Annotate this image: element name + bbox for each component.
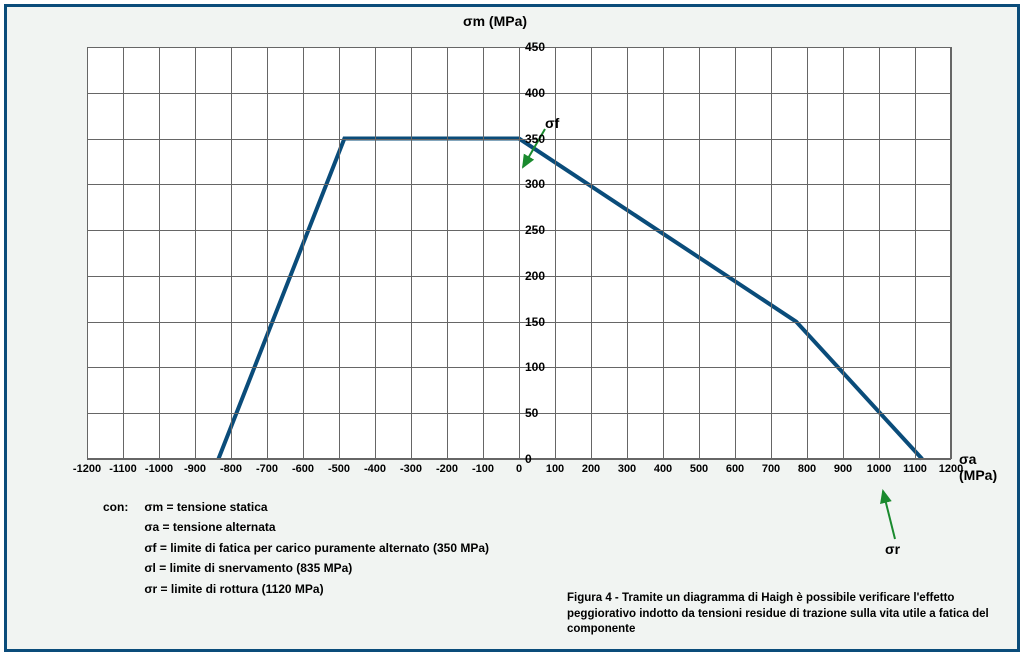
gridline-vertical xyxy=(879,47,880,459)
legend: con: σm = tensione staticaσa = tensione … xyxy=(103,497,489,599)
x-tick-label: 400 xyxy=(654,463,672,475)
gridline-horizontal xyxy=(87,367,951,368)
x-tick-label: -1100 xyxy=(109,463,137,475)
gridline-vertical xyxy=(267,47,268,459)
gridline-vertical xyxy=(447,47,448,459)
y-tick-label: 100 xyxy=(525,360,545,374)
gridline-horizontal xyxy=(87,322,951,323)
x-tick-label: 800 xyxy=(798,463,816,475)
gridline-vertical xyxy=(951,47,952,459)
x-tick-label: -100 xyxy=(472,463,494,475)
gridline-vertical xyxy=(303,47,304,459)
legend-item: σr = limite di rottura (1120 MPa) xyxy=(144,579,489,599)
sigma-r-arrow-icon xyxy=(877,487,917,547)
gridline-vertical xyxy=(591,47,592,459)
y-tick-label: 250 xyxy=(525,223,545,237)
gridline-horizontal xyxy=(87,459,951,460)
gridline-vertical xyxy=(555,47,556,459)
gridline-horizontal xyxy=(87,184,951,185)
x-tick-label: -800 xyxy=(220,463,242,475)
x-tick-label: 700 xyxy=(762,463,780,475)
x-tick-label: -700 xyxy=(256,463,278,475)
chart-plot-area xyxy=(87,47,951,459)
legend-prefix: con: xyxy=(103,497,141,517)
gridline-vertical xyxy=(195,47,196,459)
gridline-vertical xyxy=(807,47,808,459)
y-tick-label: 300 xyxy=(525,177,545,191)
x-tick-label: 1000 xyxy=(867,463,891,475)
gridline-vertical xyxy=(483,47,484,459)
gridline-vertical xyxy=(123,47,124,459)
y-tick-label: 350 xyxy=(525,132,545,146)
legend-definitions: σm = tensione staticaσa = tensione alter… xyxy=(144,497,489,599)
legend-item: σl = limite di snervamento (835 MPa) xyxy=(144,558,489,578)
x-tick-label: -1000 xyxy=(145,463,173,475)
haigh-diagram-line xyxy=(218,139,922,459)
gridline-vertical xyxy=(519,47,520,459)
x-tick-label: 0 xyxy=(516,463,522,475)
x-tick-label: 900 xyxy=(834,463,852,475)
gridline-vertical xyxy=(375,47,376,459)
figure-caption: Figura 4 - Tramite un diagramma di Haigh… xyxy=(567,591,997,638)
x-tick-label: 1100 xyxy=(903,463,927,475)
legend-item: σm = tensione statica xyxy=(144,497,489,517)
x-tick-label: 600 xyxy=(726,463,744,475)
x-tick-label: 200 xyxy=(582,463,600,475)
x-tick-label: -900 xyxy=(184,463,206,475)
x-tick-label: -600 xyxy=(292,463,314,475)
y-tick-label: 150 xyxy=(525,315,545,329)
gridline-vertical xyxy=(411,47,412,459)
x-tick-label: -1200 xyxy=(73,463,101,475)
x-tick-label: -300 xyxy=(400,463,422,475)
gridline-vertical xyxy=(339,47,340,459)
x-axis-label: σa (MPa) xyxy=(959,451,1017,483)
y-tick-label: 0 xyxy=(525,452,532,466)
gridline-horizontal xyxy=(87,93,951,94)
gridline-horizontal xyxy=(87,413,951,414)
gridline-vertical xyxy=(843,47,844,459)
gridline-vertical xyxy=(915,47,916,459)
x-tick-label: 1200 xyxy=(939,463,963,475)
gridline-vertical xyxy=(159,47,160,459)
x-tick-label: 100 xyxy=(546,463,564,475)
y-tick-label: 450 xyxy=(525,40,545,54)
gridline-vertical xyxy=(663,47,664,459)
x-tick-label: -200 xyxy=(436,463,458,475)
y-tick-label: 50 xyxy=(525,406,538,420)
gridline-horizontal xyxy=(87,276,951,277)
x-tick-label: -400 xyxy=(364,463,386,475)
gridline-vertical xyxy=(699,47,700,459)
y-tick-label: 200 xyxy=(525,269,545,283)
gridline-vertical xyxy=(771,47,772,459)
x-tick-label: 500 xyxy=(690,463,708,475)
legend-item: σa = tensione alternata xyxy=(144,517,489,537)
legend-item: σf = limite di fatica per carico puramen… xyxy=(144,538,489,558)
x-tick-label: -500 xyxy=(328,463,350,475)
gridline-vertical xyxy=(231,47,232,459)
gridline-horizontal xyxy=(87,230,951,231)
gridline-vertical xyxy=(735,47,736,459)
gridline-vertical xyxy=(627,47,628,459)
figure-frame: σm (MPa) σa (MPa) σf σr con: σm = tensio… xyxy=(4,4,1020,652)
y-tick-label: 400 xyxy=(525,86,545,100)
y-axis-label: σm (MPa) xyxy=(463,13,527,29)
x-tick-label: 300 xyxy=(618,463,636,475)
